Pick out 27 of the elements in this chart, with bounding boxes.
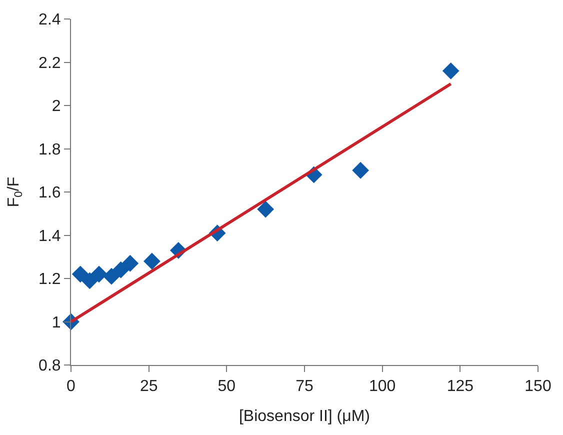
x-tick-label: 50 xyxy=(218,378,236,396)
point xyxy=(103,268,120,285)
point xyxy=(144,252,160,270)
y-tick-label: 1.4 xyxy=(38,228,61,245)
x-axis-title: [Biosensor II] (μM) xyxy=(238,408,370,425)
point xyxy=(90,266,108,283)
y-tick-label: 1.8 xyxy=(38,141,61,158)
x-tick-label: 75 xyxy=(296,378,314,396)
point xyxy=(122,254,139,272)
point xyxy=(112,261,130,278)
x-tick-label: 25 xyxy=(140,378,158,396)
y-tick-label: 2 xyxy=(52,98,61,116)
point xyxy=(81,272,98,290)
point xyxy=(352,162,369,179)
x-tick-label: 100 xyxy=(368,378,396,396)
y-tick-label: 2.4 xyxy=(38,12,61,29)
point xyxy=(257,200,274,218)
y-tick-label: 0.8 xyxy=(38,358,61,375)
point xyxy=(442,62,460,80)
point xyxy=(72,266,89,283)
y-tick-label: 1 xyxy=(52,314,61,332)
y-tick-label: 1.2 xyxy=(38,271,61,288)
y-tick-label: 1.6 xyxy=(38,184,61,202)
y-tick-label: 2.2 xyxy=(38,54,61,72)
x-tick-label: 0 xyxy=(66,378,76,396)
x-tick-label: 125 xyxy=(446,378,474,396)
x-tick-label: 150 xyxy=(524,378,552,396)
